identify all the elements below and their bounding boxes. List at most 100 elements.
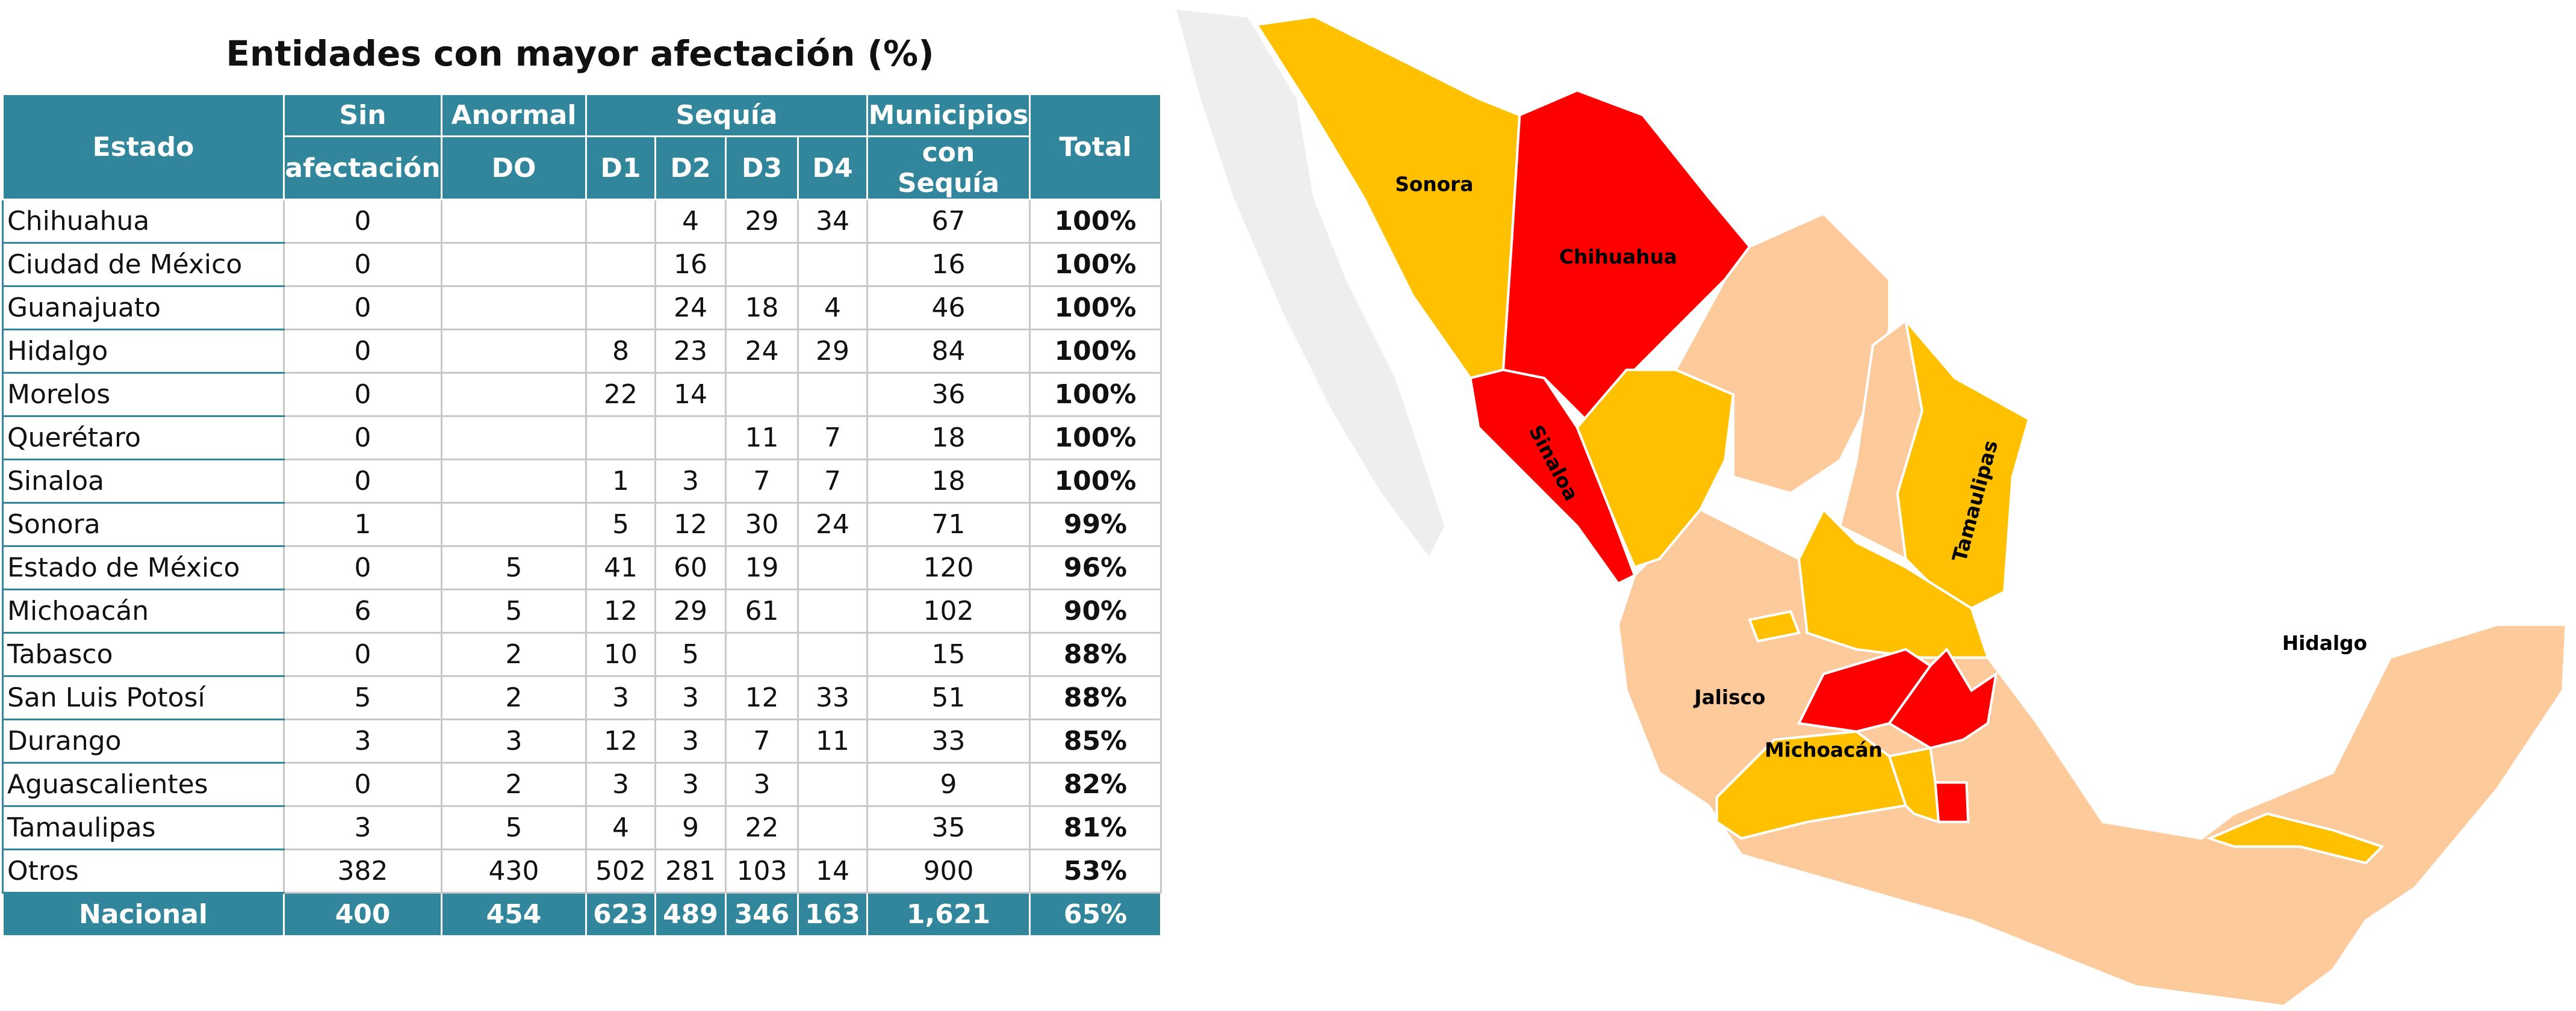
table-cell: 100% xyxy=(1029,199,1162,244)
header-cell: Estado xyxy=(2,93,285,200)
region xyxy=(1616,508,2568,1007)
table-cell: 36 xyxy=(866,372,1031,417)
table-cell: 11 xyxy=(725,415,799,460)
table-cell: 346 xyxy=(725,892,799,937)
table-cell: 430 xyxy=(441,849,587,894)
table-cell: 2 xyxy=(441,632,587,677)
table-cell xyxy=(797,589,868,634)
row-label: Estado de México xyxy=(2,545,285,590)
row-label: Nacional xyxy=(2,892,285,937)
table-cell: 22 xyxy=(725,805,799,850)
region xyxy=(1173,7,1447,561)
table-cell xyxy=(585,285,656,330)
map-label: Michoacán xyxy=(1764,738,1882,761)
table-cell xyxy=(441,329,587,374)
table-cell: 60 xyxy=(654,545,727,590)
table-cell: 3 xyxy=(654,762,727,807)
table-cell: 163 xyxy=(797,892,868,937)
table-cell: 0 xyxy=(283,329,442,374)
table-row: San Luis Potosí 5 2 3 3 12 33 51 88% xyxy=(2,675,1162,720)
table-cell: 22 xyxy=(585,372,656,417)
table-cell xyxy=(441,502,587,547)
table-cell: 1 xyxy=(283,502,442,547)
table-cell: 489 xyxy=(654,892,727,937)
table-cell: 1,621 xyxy=(866,892,1031,937)
table-cell: 281 xyxy=(654,849,727,894)
row-label: Ciudad de México xyxy=(2,242,285,287)
table-cell: 9 xyxy=(866,762,1031,807)
table-cell xyxy=(725,632,799,677)
table-row: Tabasco 0 2 10 5 15 88% xyxy=(2,632,1162,677)
table-cell: 100% xyxy=(1029,329,1162,374)
table-cell: 35 xyxy=(866,805,1031,850)
table-cell: 0 xyxy=(283,199,442,244)
table-cell: 382 xyxy=(283,849,442,894)
table-cell: 454 xyxy=(441,892,587,937)
table-cell: 18 xyxy=(866,415,1031,460)
table-row: Ciudad de México 0 16 16 100% xyxy=(2,242,1162,287)
header-cell: con Sequía xyxy=(866,135,1031,200)
table-cell: 10 xyxy=(585,632,656,677)
header-cell: D1 xyxy=(585,135,656,200)
table-cell xyxy=(654,415,727,460)
table-cell: 4 xyxy=(585,805,656,850)
row-label: Tamaulipas xyxy=(2,805,285,850)
table-cell: 1 xyxy=(585,459,656,504)
table-cell xyxy=(797,632,868,677)
table-cell xyxy=(585,199,656,244)
map-label: Jalisco xyxy=(1693,686,1766,709)
table-cell: 29 xyxy=(725,199,799,244)
table-row: Michoacán 6 5 12 29 61 102 90% xyxy=(2,589,1162,634)
table-cell xyxy=(797,545,868,590)
table-cell: 0 xyxy=(283,415,442,460)
table-body: Chihuahua 0 4 29 34 67 100% Ciudad de México 0 16… xyxy=(2,199,1162,937)
table-cell: 3 xyxy=(283,805,442,850)
table-cell: 29 xyxy=(797,329,868,374)
table-row: Sinaloa 0 1 3 7 7 18 100% xyxy=(2,459,1162,504)
row-label: Tabasco xyxy=(2,632,285,677)
table-cell: 12 xyxy=(654,502,727,547)
table-row: Nacional 400 454 623 489 346 163 1,621 65% xyxy=(2,892,1162,937)
table-cell: 85% xyxy=(1029,719,1162,764)
table-cell: 65% xyxy=(1029,892,1162,937)
title: Entidades con mayor afectación (%) xyxy=(226,33,934,74)
table-cell: 0 xyxy=(283,242,442,287)
table-row: Tamaulipas 3 5 4 9 22 35 81% xyxy=(2,805,1162,850)
table: Estado Sin Anormal Sequía Municipios Tot… xyxy=(2,93,1162,937)
table-cell xyxy=(441,459,587,504)
row-label: Durango xyxy=(2,719,285,764)
table-cell: 90% xyxy=(1029,589,1162,634)
table-cell: 100% xyxy=(1029,459,1162,504)
region xyxy=(1575,368,1735,569)
table-cell xyxy=(441,415,587,460)
header-cell: afectación xyxy=(283,135,442,200)
table-cell: 5 xyxy=(585,502,656,547)
table-cell: 2 xyxy=(441,675,587,720)
table-cell xyxy=(441,242,587,287)
table-cell: 24 xyxy=(654,285,727,330)
table-cell: 100% xyxy=(1029,372,1162,417)
table-cell: 400 xyxy=(283,892,442,937)
table-cell: 5 xyxy=(441,805,587,850)
row-label: Querétaro xyxy=(2,415,285,460)
table-cell: 0 xyxy=(283,459,442,504)
table-cell: 5 xyxy=(654,632,727,677)
table-cell: 11 xyxy=(797,719,868,764)
table-row: Sonora 1 5 12 30 24 71 99% xyxy=(2,502,1162,547)
table-cell: 82% xyxy=(1029,762,1162,807)
table-cell: 102 xyxy=(866,589,1031,634)
table-cell: 4 xyxy=(797,285,868,330)
table-cell: 15 xyxy=(866,632,1031,677)
table-cell: 5 xyxy=(441,589,587,634)
table-cell: 3 xyxy=(654,719,727,764)
table-cell: 33 xyxy=(797,675,868,720)
table-cell: 3 xyxy=(585,762,656,807)
table-cell xyxy=(797,762,868,807)
row-label: Hidalgo xyxy=(2,329,285,374)
header-cell: Municipios xyxy=(866,93,1031,137)
table-cell xyxy=(797,372,868,417)
table-cell xyxy=(441,372,587,417)
row-label: Guanajuato xyxy=(2,285,285,330)
